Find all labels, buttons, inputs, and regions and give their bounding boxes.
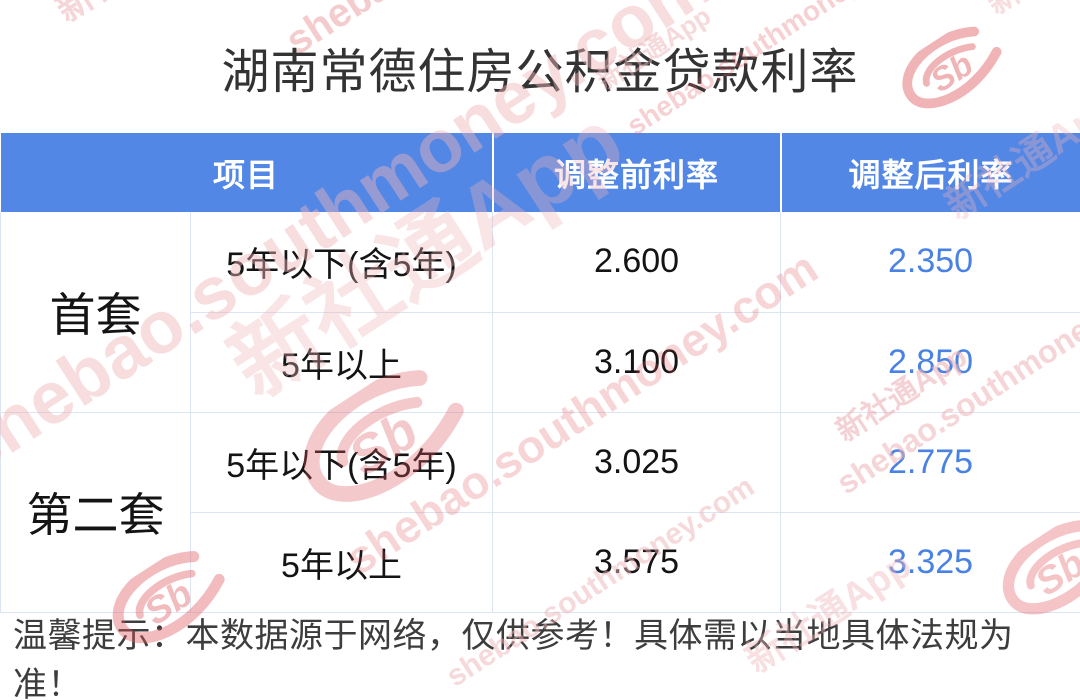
term-cell: 5年以下(含5年) <box>189 212 494 313</box>
group-cell-second: 第二套 <box>0 411 191 613</box>
rate-before-cell: 3.025 <box>492 411 782 513</box>
rate-after-cell: 2.350 <box>780 212 1080 313</box>
header-cell-item: 项目 <box>0 133 493 212</box>
rate-after-cell: 2.775 <box>780 411 1080 513</box>
rate-before-cell: 3.100 <box>492 311 782 413</box>
table-row: 首套 5年以下(含5年) 2.600 2.350 <box>0 212 1080 413</box>
group-cell-first: 首套 <box>0 212 191 413</box>
term-cell: 5年以上 <box>189 311 494 413</box>
table-row: 5年以上 3.100 2.850 <box>1 311 1080 413</box>
table-row: 5年以上 3.575 3.325 <box>1 511 1080 613</box>
page-title: 湖南常德住房公积金贷款利率 <box>221 45 859 99</box>
term-cell: 5年以下(含5年) <box>189 411 494 513</box>
header-cell-before: 调整前利率 <box>491 133 781 212</box>
title-bar: 湖南常德住房公积金贷款利率 <box>0 0 1080 133</box>
rate-before-cell: 3.575 <box>492 511 782 613</box>
rate-after-cell: 2.850 <box>780 311 1080 413</box>
rate-table: 项目 调整前利率 调整后利率 首套 5年以下(含5年) 2.600 2.350 … <box>0 133 1080 613</box>
header-cell-after: 调整后利率 <box>779 133 1080 212</box>
term-cell: 5年以上 <box>189 511 494 613</box>
table-row: 第二套 5年以下(含5年) 3.025 2.775 <box>0 411 1080 613</box>
rate-after-cell: 3.325 <box>780 511 1080 613</box>
rate-before-cell: 2.600 <box>492 212 782 313</box>
disclaimer-text: 温馨提示：本数据源于网络，仅供参考！具体需以当地具体法规为准！ <box>13 616 1014 700</box>
table-header-row: 项目 调整前利率 调整后利率 <box>0 133 1080 212</box>
